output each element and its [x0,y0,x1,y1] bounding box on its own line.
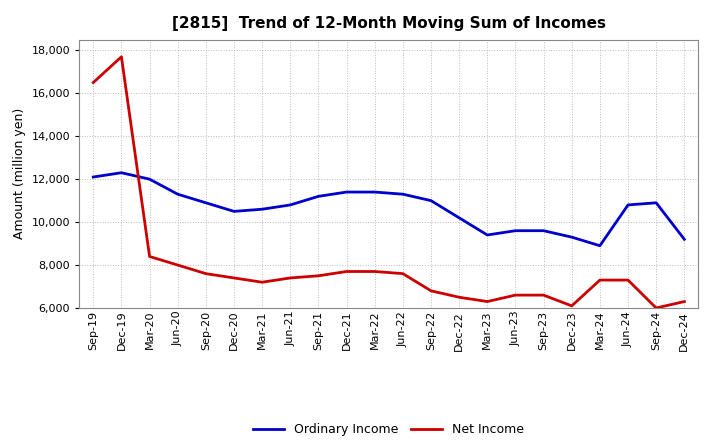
Line: Net Income: Net Income [94,57,684,308]
Net Income [427,288,436,293]
Ordinary Income [455,215,464,220]
Net Income [680,299,688,304]
Net Income [174,262,182,268]
Ordinary Income [399,191,408,197]
Net Income [370,269,379,274]
Ordinary Income [652,200,660,205]
Ordinary Income [89,174,98,180]
Ordinary Income [427,198,436,203]
Net Income [539,293,548,298]
Net Income [595,278,604,283]
Ordinary Income [145,176,154,182]
Ordinary Income [539,228,548,233]
Net Income [89,80,98,85]
Net Income [145,254,154,259]
Ordinary Income [483,232,492,238]
Net Income [511,293,520,298]
Line: Ordinary Income: Ordinary Income [94,173,684,246]
Net Income [258,279,266,285]
Net Income [342,269,351,274]
Net Income [314,273,323,279]
Net Income [202,271,210,276]
Net Income [455,295,464,300]
Net Income [230,275,238,281]
Legend: Ordinary Income, Net Income: Ordinary Income, Net Income [248,418,529,440]
Ordinary Income [680,237,688,242]
Ordinary Income [258,207,266,212]
Net Income [624,278,632,283]
Ordinary Income [511,228,520,233]
Ordinary Income [342,189,351,194]
Net Income [483,299,492,304]
Ordinary Income [286,202,294,208]
Ordinary Income [370,189,379,194]
Title: [2815]  Trend of 12-Month Moving Sum of Incomes: [2815] Trend of 12-Month Moving Sum of I… [172,16,606,32]
Ordinary Income [202,200,210,205]
Ordinary Income [595,243,604,248]
Net Income [117,54,126,59]
Net Income [286,275,294,281]
Ordinary Income [230,209,238,214]
Ordinary Income [624,202,632,208]
Net Income [399,271,408,276]
Net Income [567,303,576,308]
Net Income [652,305,660,311]
Ordinary Income [174,191,182,197]
Ordinary Income [117,170,126,176]
Y-axis label: Amount (million yen): Amount (million yen) [13,108,26,239]
Ordinary Income [314,194,323,199]
Ordinary Income [567,235,576,240]
